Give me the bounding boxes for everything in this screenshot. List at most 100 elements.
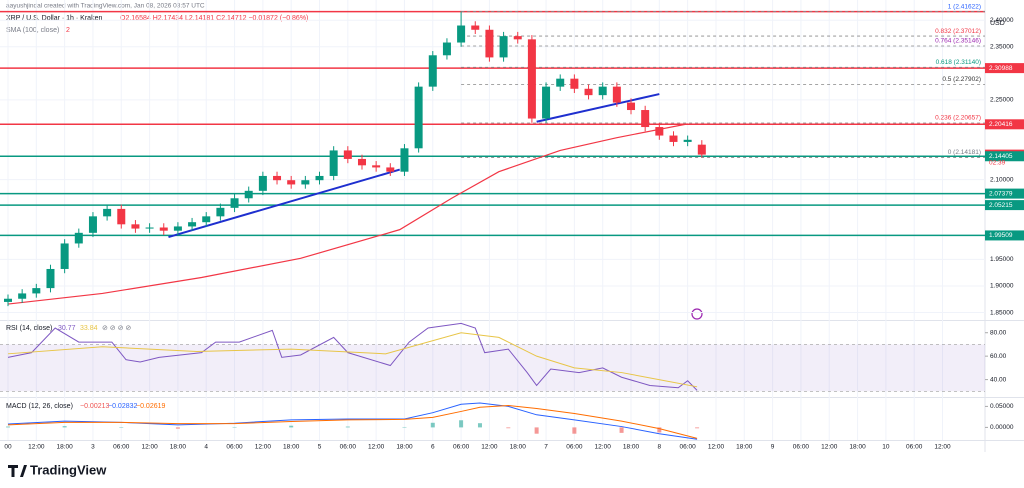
macd-histogram-bar	[459, 420, 464, 428]
x-tick-label: 06:00	[113, 444, 130, 451]
macd-label: MACD (12, 26, close)	[6, 403, 73, 410]
price-label-box	[985, 188, 1024, 199]
macd-histogram-bar	[175, 427, 180, 429]
candle-body	[527, 39, 536, 119]
macd-value: −0.02832	[108, 403, 137, 410]
price-label-box	[985, 119, 1024, 130]
x-tick-label: 12:00	[141, 444, 158, 451]
candle-body	[103, 208, 112, 217]
x-tick-label: 12:00	[821, 444, 838, 451]
macd-value: −0.00213	[80, 403, 109, 410]
candle-body	[485, 29, 494, 58]
y-tick-label: 1.95000	[990, 256, 1014, 263]
candle-body	[414, 86, 423, 149]
sma-label: SMA (100, close)	[6, 27, 59, 34]
macd-histogram-bar	[430, 422, 435, 428]
candle-body	[655, 127, 664, 136]
candle-body	[273, 175, 282, 181]
x-tick-label: 3	[91, 444, 95, 451]
rsi-value: ⊘ ⊘ ⊘ ⊘	[102, 325, 131, 332]
fib-label: 0.236 (2.20657)	[935, 115, 981, 122]
x-tick-label: 06:00	[566, 444, 583, 451]
macd-histogram-bar	[345, 426, 350, 428]
x-tick-label: 06:00	[793, 444, 810, 451]
sma-line	[7, 123, 688, 305]
logo-icon	[8, 465, 27, 477]
y-tick-label: 2.25000	[990, 97, 1014, 104]
candle-body	[258, 175, 267, 191]
x-tick-label: 10	[882, 444, 890, 451]
macd-histogram-bar	[657, 427, 662, 433]
candle-body	[598, 86, 607, 96]
candle-body	[32, 288, 41, 294]
candle-body	[159, 227, 168, 231]
price-label: 2.07379	[989, 190, 1013, 197]
fib-label: 0.764 (2.35146)	[935, 38, 981, 45]
macd-histogram-bar	[289, 425, 294, 428]
macd-histogram-bar	[619, 427, 624, 433]
fib-label: 0 (2.14181)	[948, 149, 981, 156]
ohlc: O2.16584 H2.17434 L2.14181 C2.14712 −0.0…	[120, 15, 308, 22]
candle-body	[471, 25, 480, 30]
rsi-value: 30.77	[58, 325, 76, 332]
macd-value: −0.02619	[136, 403, 165, 410]
y-tick-label: 80.00	[990, 329, 1007, 336]
candle-body	[513, 36, 522, 40]
macd-histogram-bar	[534, 427, 539, 434]
x-tick-label: 18:00	[56, 444, 73, 451]
x-tick-label: 18:00	[623, 444, 640, 451]
candle-body	[697, 144, 706, 155]
candle-body	[18, 293, 27, 299]
x-tick-label: 5	[318, 444, 322, 451]
y-tick-label: 1.85000	[990, 309, 1014, 316]
chart-title: XRP / U.S. Dollar · 1h · Kraken	[6, 15, 102, 22]
candle-body	[542, 86, 551, 119]
macd-histogram-bar	[6, 426, 10, 428]
candle-body	[584, 88, 593, 96]
x-tick-label: 12:00	[255, 444, 272, 451]
candle-body	[386, 167, 395, 172]
countdown: 02:39	[989, 159, 1006, 166]
price-label: 1.99509	[989, 232, 1013, 239]
candle-body	[230, 198, 239, 208]
candle-body	[641, 110, 650, 128]
x-tick-label: 4	[204, 444, 208, 451]
candle-body	[343, 150, 352, 159]
candle-body	[627, 102, 636, 111]
candle-body	[669, 135, 678, 142]
trendline	[168, 168, 401, 239]
x-tick-label: 12:00	[708, 444, 725, 451]
macd-histogram-bar	[402, 426, 407, 428]
fib-label: 1 (2.41622)	[948, 3, 981, 10]
candle-body	[301, 180, 310, 185]
x-tick-label: 06:00	[906, 444, 923, 451]
candle-body	[428, 55, 437, 87]
candle-body	[188, 222, 197, 227]
candle-body	[372, 165, 381, 168]
y-tick-label: 60.00	[990, 353, 1007, 360]
price-label: 2.14405	[989, 153, 1013, 160]
candle-body	[216, 207, 225, 217]
candle-body	[457, 25, 466, 43]
x-tick-label: 7	[544, 444, 548, 451]
macd-line	[7, 402, 698, 440]
rsi-band	[0, 344, 985, 392]
candle-body	[88, 216, 97, 233]
x-tick-label: 8	[658, 444, 662, 451]
y-tick-label: 0.00000	[990, 424, 1014, 431]
candle-body	[683, 139, 692, 142]
replay-icon[interactable]	[691, 308, 703, 320]
candle-body	[74, 232, 83, 244]
currency: USD	[990, 20, 1005, 27]
x-tick-label: 18:00	[849, 444, 866, 451]
x-tick-label: 06:00	[680, 444, 697, 451]
fib-label: 0.5 (2.27902)	[942, 76, 981, 83]
x-tick-label: 06:00	[340, 444, 357, 451]
x-tick-label: 12:00	[595, 444, 612, 451]
candle-body	[46, 268, 55, 289]
brand: TradingView	[30, 462, 107, 477]
y-tick-label: 40.00	[990, 376, 1007, 383]
macd-histogram-bar	[695, 427, 700, 429]
